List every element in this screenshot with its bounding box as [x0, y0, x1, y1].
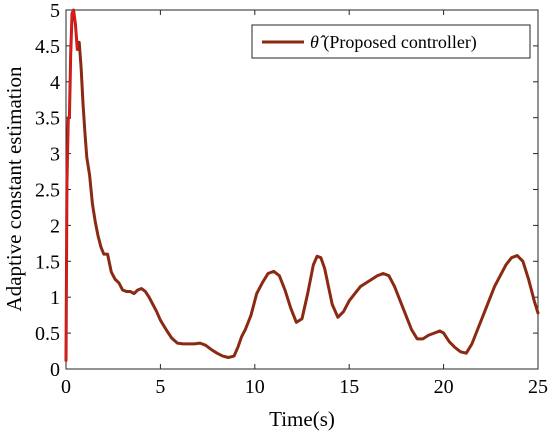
x-tick-label: 5 [155, 376, 165, 398]
y-tick-label: 2.5 [35, 180, 60, 202]
x-tick-label: 0 [61, 376, 71, 398]
x-tick-label: 15 [339, 376, 359, 398]
x-axis-label: Time(s) [269, 407, 335, 431]
y-tick-label: 4 [50, 72, 60, 94]
legend-text: (Proposed controller) [319, 32, 477, 53]
y-tick-label: 5 [50, 0, 60, 22]
series-line-0 [64, 8, 540, 362]
y-tick-label: 0.5 [35, 323, 60, 345]
x-tick-label: 20 [434, 376, 454, 398]
y-tick-label: 2 [50, 215, 60, 237]
y-tick-label: 4.5 [35, 36, 60, 58]
y-tick-label: 1.5 [35, 251, 60, 273]
y-tick-label: 3 [50, 144, 60, 166]
plot-area: 0 5 10 15 20 25 0 0.5 1 1.5 2 2.5 3 3.5 4 4.5 5 [35, 0, 548, 398]
y-tick-label: 1 [50, 287, 60, 309]
x-tick-label: 25 [528, 376, 548, 398]
y-axis: 0 0.5 1 1.5 2 2.5 3 3.5 4 4.5 5 [35, 0, 538, 381]
y-axis-label: Adaptive constant estimation [2, 66, 26, 311]
axes-box [65, 9, 539, 370]
legend: θ̂ (Proposed controller) [251, 24, 531, 59]
x-tick-label: 10 [245, 376, 265, 398]
series-layer [64, 8, 540, 362]
y-tick-label: 0 [50, 359, 60, 381]
legend-label: θ̂ (Proposed controller) [310, 32, 477, 53]
series-initial-transient-0 [65, 9, 79, 362]
y-tick-label: 3.5 [35, 108, 60, 130]
x-axis: 0 5 10 15 20 25 [61, 10, 548, 398]
